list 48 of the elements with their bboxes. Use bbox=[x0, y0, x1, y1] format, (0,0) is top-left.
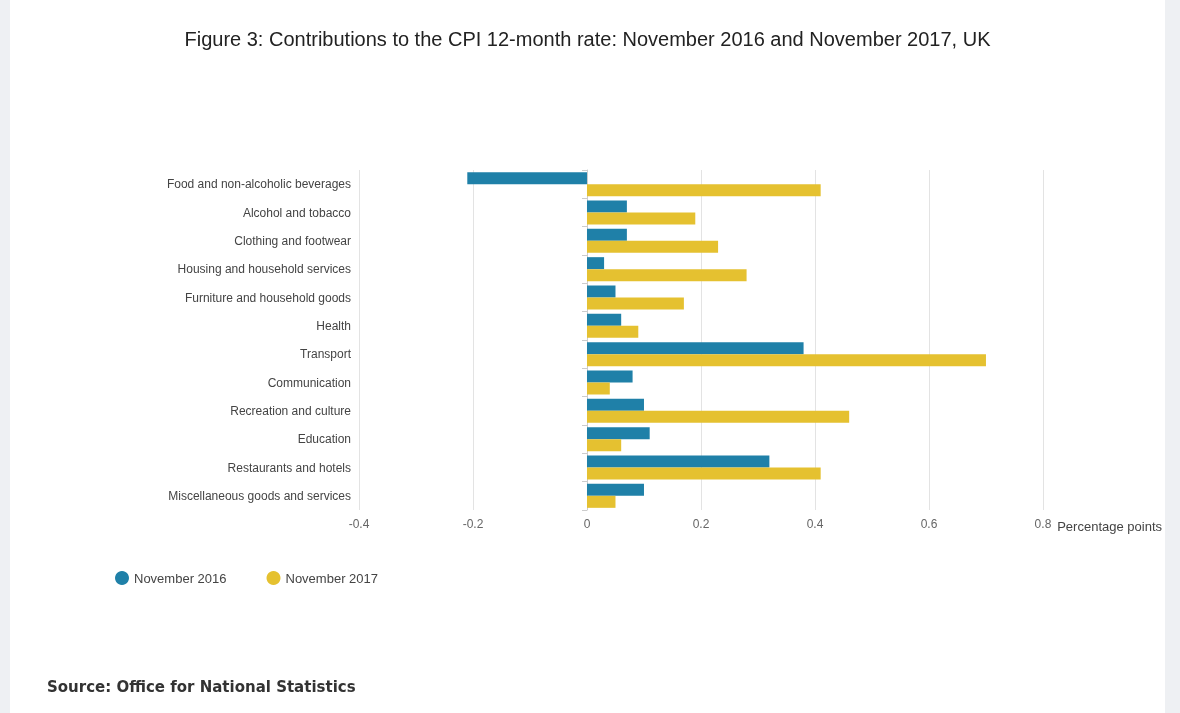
bar bbox=[586, 184, 821, 197]
x-tick-label: -0.2 bbox=[462, 517, 484, 531]
bar bbox=[586, 439, 622, 452]
bar bbox=[586, 455, 770, 468]
bar bbox=[586, 483, 644, 496]
x-axis-title: Percentage points bbox=[1057, 519, 1163, 534]
bar bbox=[586, 495, 616, 508]
bar bbox=[586, 382, 610, 395]
x-tick-label: -0.4 bbox=[348, 517, 370, 531]
x-tick-label: 0.8 bbox=[1034, 517, 1052, 531]
bar bbox=[586, 269, 747, 282]
bar bbox=[586, 200, 627, 213]
bar bbox=[586, 370, 633, 383]
bar bbox=[586, 313, 622, 326]
x-tick-label: 0.2 bbox=[692, 517, 710, 531]
bar bbox=[586, 427, 650, 440]
bar bbox=[586, 240, 719, 253]
x-tick-label: 0 bbox=[583, 517, 591, 531]
y-tick-label: Health bbox=[316, 318, 351, 333]
y-tick-label: Food and non-alcoholic beverages bbox=[166, 177, 351, 192]
bar bbox=[586, 398, 644, 411]
bar bbox=[586, 212, 696, 225]
y-tick-label: Transport bbox=[300, 347, 352, 362]
source-note: Source: Office for National Statistics bbox=[47, 678, 356, 696]
bar bbox=[586, 467, 821, 480]
bar bbox=[586, 325, 639, 338]
y-tick-label: Restaurants and hotels bbox=[227, 460, 351, 475]
y-tick-label: Alcohol and tobacco bbox=[242, 205, 352, 220]
y-tick-label: Furniture and household goods bbox=[184, 290, 351, 305]
y-tick-label: Housing and household services bbox=[177, 262, 351, 277]
y-tick-label: Education bbox=[297, 432, 351, 447]
bar bbox=[586, 342, 804, 355]
bar bbox=[586, 285, 616, 298]
legend-label: November 2016 bbox=[134, 570, 227, 586]
y-tick-label: Clothing and footwear bbox=[234, 233, 351, 248]
y-tick-label: Miscellaneous goods and services bbox=[168, 488, 351, 503]
legend-label: November 2017 bbox=[285, 570, 378, 586]
bar bbox=[586, 354, 986, 367]
bar bbox=[586, 228, 627, 241]
bar bbox=[586, 297, 684, 310]
x-tick-label: 0.4 bbox=[806, 517, 824, 531]
x-tick-label: 0.6 bbox=[920, 517, 938, 531]
bar bbox=[467, 172, 587, 185]
chart-title: Figure 3: Contributions to the CPI 12-month rate: November 2016 and November 2017, UK bbox=[184, 28, 992, 50]
bar bbox=[586, 257, 605, 270]
y-tick-label: Recreation and culture bbox=[230, 403, 352, 418]
bar bbox=[586, 410, 850, 423]
y-tick-label: Communication bbox=[267, 375, 351, 390]
